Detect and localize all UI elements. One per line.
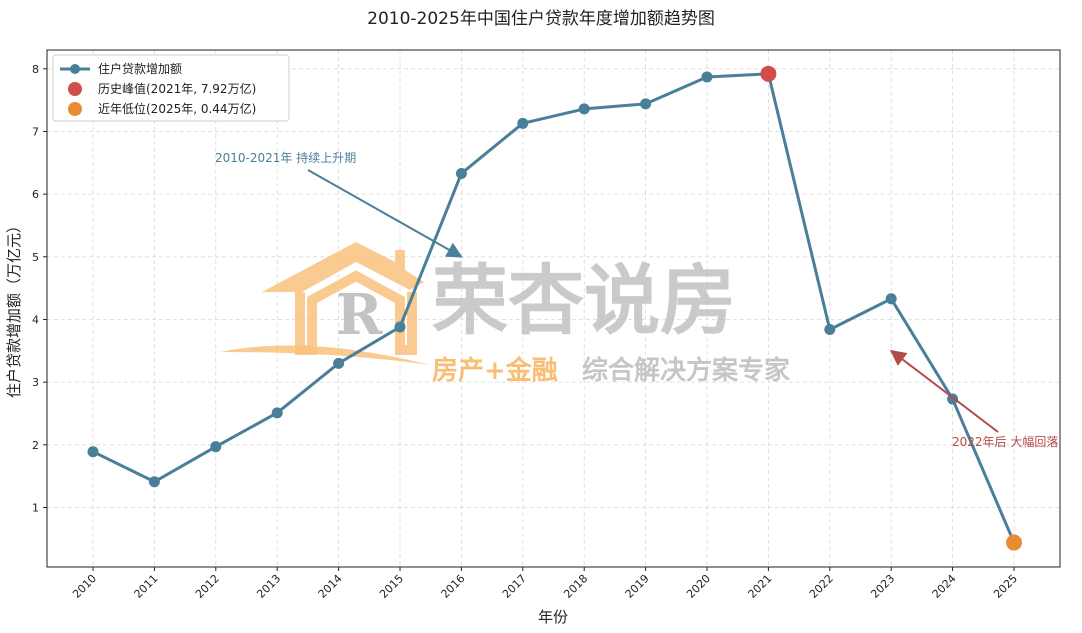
legend: 住户贷款增加额 历史峰值(2021年, 7.92万亿) 近年低位(2025年, … bbox=[52, 54, 290, 122]
x-tick-label-5: 2015 bbox=[377, 572, 406, 601]
x-tick-label-10: 2020 bbox=[684, 572, 713, 601]
y-tick-label-4: 5 bbox=[32, 251, 39, 264]
series-group bbox=[87, 68, 1020, 549]
x-tick-label-7: 2017 bbox=[500, 572, 529, 601]
x-tick-label-0: 2010 bbox=[70, 572, 99, 601]
data-point-2020 bbox=[701, 71, 713, 83]
x-tick-label-8: 2018 bbox=[561, 572, 590, 601]
y-tick-label-6: 7 bbox=[32, 125, 39, 138]
data-point-2010 bbox=[87, 446, 99, 458]
highlight-point-0 bbox=[760, 65, 777, 82]
data-point-2022 bbox=[824, 323, 836, 335]
legend-low-label: 近年低位(2025年, 0.44万亿) bbox=[98, 101, 256, 116]
legend-series-label: 住户贷款增加额 bbox=[98, 61, 182, 76]
watermark-main-text: 荣杏说房 bbox=[432, 256, 736, 345]
x-axis-label: 年份 bbox=[538, 608, 568, 626]
annotation-rise-text: 2010-2021年 持续上升期 bbox=[215, 150, 356, 165]
watermark-logo-letter: R bbox=[336, 282, 383, 348]
highlight-group bbox=[760, 65, 1022, 551]
legend-box bbox=[52, 54, 290, 122]
data-point-2016 bbox=[455, 167, 467, 179]
y-tick-label-0: 1 bbox=[32, 501, 39, 514]
y-tick-label-7: 8 bbox=[32, 63, 39, 76]
data-point-2023 bbox=[885, 293, 897, 305]
legend-low-marker bbox=[68, 102, 82, 116]
x-tick-label-14: 2024 bbox=[930, 572, 959, 601]
data-point-2011 bbox=[148, 476, 160, 488]
annotation-fall-text: 2022年后 大幅回落 bbox=[952, 434, 1058, 449]
watermark-sub-orange: 房产+金融 bbox=[432, 355, 558, 386]
x-tick-label-2: 2012 bbox=[193, 572, 222, 601]
x-tick-label-12: 2022 bbox=[807, 572, 836, 601]
annotation-fall-arrow bbox=[889, 349, 999, 433]
data-point-2017 bbox=[517, 117, 529, 129]
y-tick-label-3: 4 bbox=[32, 313, 39, 326]
annotation-rise-arrow bbox=[307, 169, 463, 258]
chart-title: 2010-2025年中国住户贷款年度增加额趋势图 bbox=[367, 9, 715, 29]
annotation-group: 2010-2021年 持续上升期 2022年后 大幅回落 bbox=[215, 150, 1058, 449]
y-tick-label-1: 2 bbox=[32, 439, 39, 452]
watermark-sub-gray: 综合解决方案专家 bbox=[582, 355, 790, 386]
y-tick-label-5: 6 bbox=[32, 188, 39, 201]
x-tick-label-11: 2021 bbox=[746, 572, 775, 601]
data-point-2012 bbox=[210, 441, 222, 453]
y-axis-label: 住户贷款增加额（万亿元） bbox=[5, 218, 23, 398]
plot-frame bbox=[46, 49, 1061, 568]
data-point-2015 bbox=[394, 321, 406, 333]
data-point-2019 bbox=[640, 98, 652, 110]
legend-peak-marker bbox=[68, 82, 82, 96]
x-tick-label-6: 2016 bbox=[439, 572, 468, 601]
house-logo-icon bbox=[262, 242, 424, 292]
x-tick-label-3: 2013 bbox=[254, 572, 283, 601]
legend-line-dot bbox=[70, 64, 80, 74]
y-tick-label-2: 3 bbox=[32, 376, 39, 389]
x-tick-label-9: 2019 bbox=[623, 572, 652, 601]
x-tick-label-4: 2014 bbox=[316, 572, 345, 601]
highlight-point-1 bbox=[1006, 534, 1022, 551]
legend-peak-label: 历史峰值(2021年, 7.92万亿) bbox=[98, 81, 256, 96]
x-tick-label-13: 2023 bbox=[868, 572, 897, 601]
x-tick-label-1: 2011 bbox=[132, 572, 161, 601]
swoosh-icon bbox=[220, 345, 430, 365]
x-tick-label-15: 2025 bbox=[991, 572, 1020, 601]
series-line-0 bbox=[92, 72, 1016, 544]
data-point-2014 bbox=[333, 357, 345, 369]
watermark: R 荣杏说房 房产+金融 综合解决方案专家 bbox=[220, 242, 790, 386]
data-point-2013 bbox=[271, 407, 283, 419]
grid bbox=[47, 50, 1060, 567]
data-point-2018 bbox=[578, 103, 590, 115]
